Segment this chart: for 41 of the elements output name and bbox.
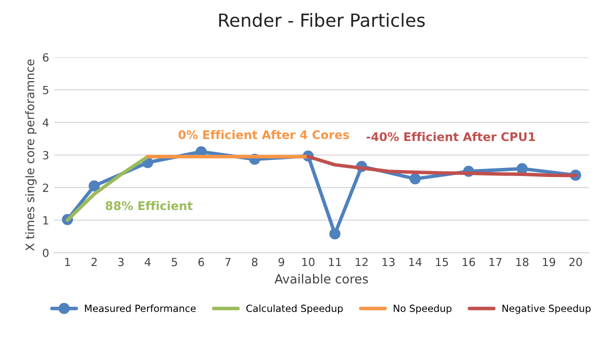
y-tick-label: 1	[43, 216, 48, 224]
y-tick-label: 0	[42, 248, 48, 258]
chart-title: Render - Fiber Particles	[219, 13, 425, 27]
x-tick-label: 15	[436, 258, 448, 266]
x-tick-label: 5	[172, 258, 178, 266]
x-tick-label: 19	[543, 258, 556, 266]
legend-label: No Speedup	[394, 304, 452, 314]
annotation: 0% Efficient After 4 Cores	[178, 130, 349, 140]
x-tick-label: 7	[225, 258, 231, 266]
x-tick-label: 14	[409, 258, 422, 266]
legend-label: Calculated Speedup	[246, 304, 343, 314]
x-tick-label: 8	[252, 258, 258, 266]
point	[88, 180, 100, 192]
annotation: 88% Efficient	[106, 201, 193, 210]
x-tick-label: 3	[118, 258, 124, 266]
point	[516, 163, 528, 174]
x-tick-label: 12	[356, 258, 368, 266]
x-tick-label: 2	[91, 258, 97, 266]
legend-label: Measured Performance	[84, 304, 196, 312]
x-tick-label: 17	[490, 258, 502, 266]
x-axis-title: Available cores	[274, 274, 368, 284]
x-tick-label: 4	[144, 258, 151, 266]
point	[410, 173, 421, 184]
legend-label: Negative Speedup	[502, 304, 591, 314]
x-tick-label: 16	[462, 258, 475, 266]
y-tick-label: 4	[42, 118, 49, 127]
x-tick-label: 18	[516, 258, 528, 266]
y-tick-label: 2	[42, 184, 48, 192]
y-axis-title: X times single core perforamnce	[25, 60, 37, 251]
x-tick-label: 13	[382, 258, 395, 266]
x-tick-label: 1	[65, 258, 70, 266]
point	[329, 228, 340, 240]
y-tick-label: 5	[43, 86, 48, 94]
x-tick-label: 20	[569, 258, 582, 266]
x-tick-label: 9	[278, 258, 284, 266]
y-tick-label: 3	[43, 150, 48, 160]
y-tick-label: 6	[42, 53, 49, 62]
x-tick-label: 11	[329, 258, 341, 266]
x-tick-label: 6	[198, 258, 204, 266]
x-tick-label: 10	[302, 258, 314, 266]
annotation: -40% Efficient After CPU1	[366, 132, 536, 142]
